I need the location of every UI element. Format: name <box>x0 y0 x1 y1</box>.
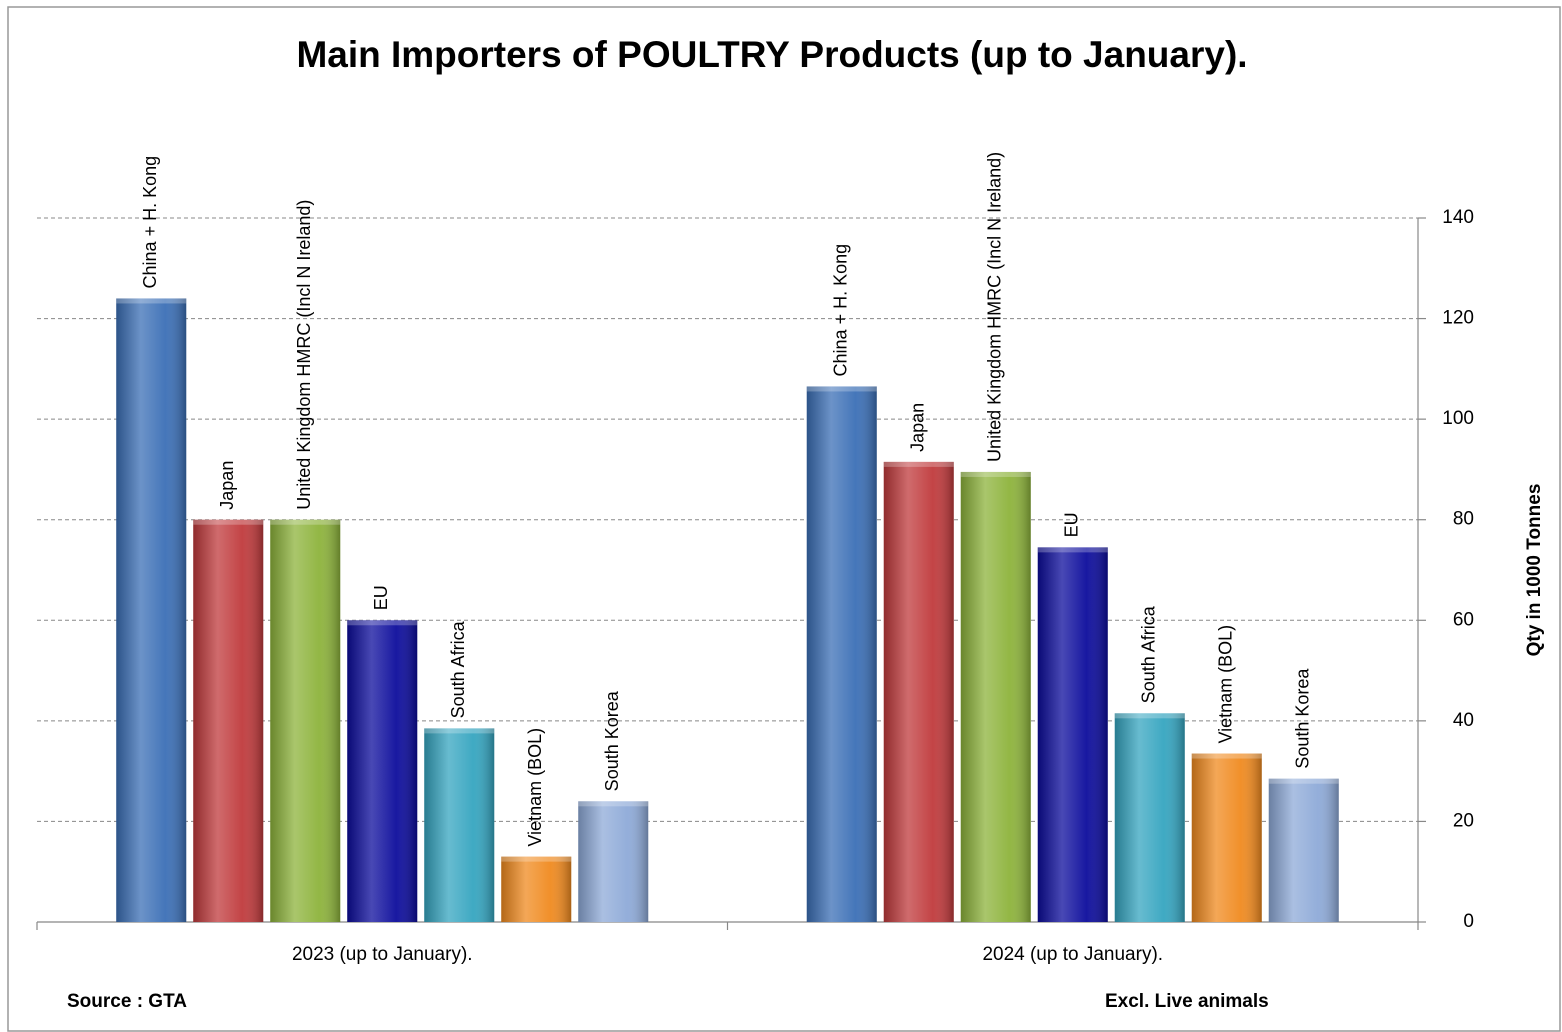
bar-cap <box>347 620 418 626</box>
bar-shine <box>1191 753 1262 922</box>
bar-cap <box>883 461 954 467</box>
bar-cap <box>1114 713 1185 719</box>
bar-shine <box>960 471 1031 922</box>
bar-shine <box>193 519 264 922</box>
y-tick-label: 60 <box>1453 609 1474 630</box>
bar-series-label: Vietnam (BOL) <box>525 728 545 847</box>
bar-cap <box>1268 778 1339 784</box>
bar-cap <box>424 728 495 734</box>
bar-shine <box>116 298 187 922</box>
bar-series-label: South Africa <box>1139 605 1159 703</box>
bar-cap <box>501 856 572 862</box>
bar-series-label: South Korea <box>602 690 622 791</box>
y-tick-label: 0 <box>1463 911 1474 932</box>
bar-series-label: Vietnam (BOL) <box>1216 625 1236 744</box>
bar-series-label: South Korea <box>1293 668 1313 769</box>
bar-cap <box>1191 753 1262 759</box>
bar-series-label: United Kingdom HMRC (Incl N Ireland) <box>294 200 314 510</box>
frame <box>7 6 1561 1032</box>
y-tick-label: 20 <box>1453 810 1474 831</box>
source-note: Source : GTA <box>67 991 187 1012</box>
chart-title: Main Importers of POULTRY Products (up t… <box>296 34 1247 75</box>
bar-series-label: EU <box>371 585 391 610</box>
bar-cap <box>1037 547 1108 553</box>
bar-cap <box>270 519 341 525</box>
x-tick-label: 2024 (up to January). <box>982 944 1163 965</box>
bar-shine <box>578 801 649 922</box>
bar-shine <box>1114 713 1185 922</box>
y-tick-label: 40 <box>1453 710 1474 731</box>
y-tick-label: 80 <box>1453 509 1474 530</box>
bar-series-label: Japan <box>217 461 237 510</box>
bar-shine <box>806 386 877 922</box>
bar-cap <box>806 386 877 392</box>
x-tick-label: 2023 (up to January). <box>292 944 473 965</box>
bar-shine <box>501 856 572 922</box>
bar-series-label: China + H. Kong <box>831 244 851 377</box>
bar-shine <box>347 620 418 922</box>
bar-series-label: Japan <box>908 403 928 452</box>
y-tick-label: 140 <box>1442 207 1474 228</box>
bar-series-label: South Africa <box>448 620 468 718</box>
y-tick-label: 120 <box>1442 308 1474 329</box>
bar-shine <box>270 519 341 922</box>
bar-shine <box>883 461 954 922</box>
bar-cap <box>578 801 649 807</box>
bar-series-label: EU <box>1062 512 1082 537</box>
bar-cap <box>116 298 187 304</box>
bar-cap <box>193 519 264 525</box>
footnote: Excl. Live animals <box>1105 991 1269 1012</box>
bar-shine <box>424 728 495 922</box>
y-tick-label: 100 <box>1442 408 1474 429</box>
bar-series-label: United Kingdom HMRC (Incl N Ireland) <box>985 152 1005 462</box>
bar-cap <box>960 471 1031 477</box>
y-axis-label: Qty in 1000 Tonnes <box>1524 484 1545 657</box>
bar-shine <box>1268 778 1339 922</box>
bar-shine <box>1037 547 1108 922</box>
bar-series-label: China + H. Kong <box>140 156 160 289</box>
